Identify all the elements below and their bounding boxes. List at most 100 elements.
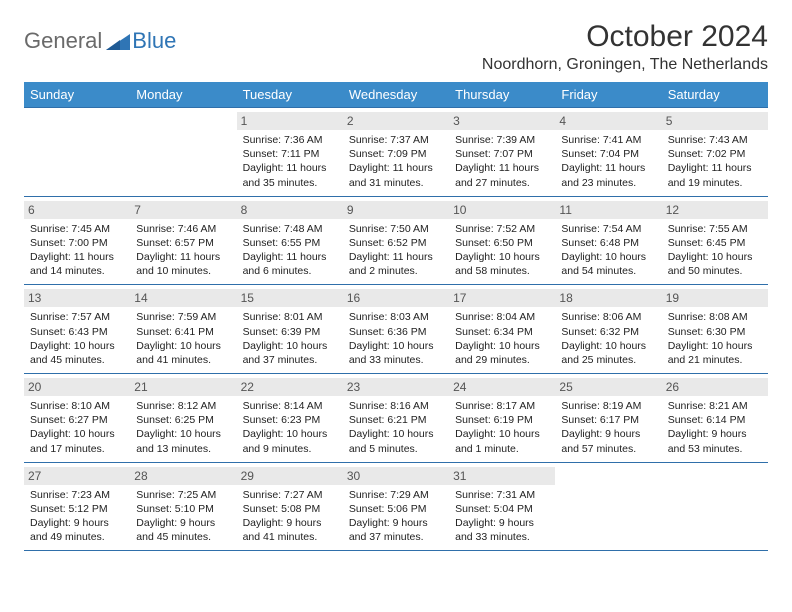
sunrise-text: Sunrise: 8:10 AM: [30, 399, 124, 413]
day-info: Sunrise: 7:36 AMSunset: 7:11 PMDaylight:…: [243, 133, 337, 190]
sunset-text: Sunset: 7:11 PM: [243, 147, 337, 161]
day-number: 10: [449, 201, 555, 219]
day-cell: 21Sunrise: 8:12 AMSunset: 6:25 PMDayligh…: [130, 373, 236, 462]
day-info: Sunrise: 7:27 AMSunset: 5:08 PMDaylight:…: [243, 488, 337, 545]
sunrise-text: Sunrise: 7:57 AM: [30, 310, 124, 324]
daylight-text: Daylight: 9 hours and 45 minutes.: [136, 516, 230, 544]
sunrise-text: Sunrise: 7:37 AM: [349, 133, 443, 147]
day-cell: 20Sunrise: 8:10 AMSunset: 6:27 PMDayligh…: [24, 373, 130, 462]
day-number: 26: [662, 378, 768, 396]
sunrise-text: Sunrise: 7:48 AM: [243, 222, 337, 236]
sunrise-text: Sunrise: 7:45 AM: [30, 222, 124, 236]
month-title: October 2024: [482, 20, 768, 54]
sunset-text: Sunset: 5:12 PM: [30, 502, 124, 516]
day-cell: 23Sunrise: 8:16 AMSunset: 6:21 PMDayligh…: [343, 373, 449, 462]
day-cell: 12Sunrise: 7:55 AMSunset: 6:45 PMDayligh…: [662, 196, 768, 285]
sunset-text: Sunset: 6:36 PM: [349, 325, 443, 339]
day-info: Sunrise: 7:45 AMSunset: 7:00 PMDaylight:…: [30, 222, 124, 279]
day-number: 9: [343, 201, 449, 219]
day-number: 24: [449, 378, 555, 396]
day-info: Sunrise: 7:57 AMSunset: 6:43 PMDaylight:…: [30, 310, 124, 367]
sunrise-text: Sunrise: 8:08 AM: [668, 310, 762, 324]
sunset-text: Sunset: 6:34 PM: [455, 325, 549, 339]
sunrise-text: Sunrise: 7:31 AM: [455, 488, 549, 502]
sunset-text: Sunset: 6:21 PM: [349, 413, 443, 427]
daylight-text: Daylight: 9 hours and 57 minutes.: [561, 427, 655, 455]
sunrise-text: Sunrise: 7:25 AM: [136, 488, 230, 502]
day-cell: 13 Sunrise: 7:57 AMSunset: 6:43 PMDayligh…: [24, 284, 130, 373]
day-number: 25: [555, 378, 661, 396]
sunrise-text: Sunrise: 7:27 AM: [243, 488, 337, 502]
sunset-text: Sunset: 6:57 PM: [136, 236, 230, 250]
day-info: Sunrise: 8:01 AMSunset: 6:39 PMDaylight:…: [243, 310, 337, 367]
day-info: Sunrise: 8:12 AMSunset: 6:25 PMDaylight:…: [136, 399, 230, 456]
day-number: 13: [24, 289, 130, 307]
bottom-rule: [24, 550, 768, 551]
day-number: 4: [555, 112, 661, 130]
day-number: 11: [555, 201, 661, 219]
sunset-text: Sunset: 6:39 PM: [243, 325, 337, 339]
sunrise-text: Sunrise: 8:14 AM: [243, 399, 337, 413]
day-info: Sunrise: 7:31 AMSunset: 5:04 PMDaylight:…: [455, 488, 549, 545]
sunset-text: Sunset: 7:02 PM: [668, 147, 762, 161]
day-cell: 16Sunrise: 8:03 AMSunset: 6:36 PMDayligh…: [343, 284, 449, 373]
daylight-text: Daylight: 10 hours and 33 minutes.: [349, 339, 443, 367]
sunset-text: Sunset: 6:14 PM: [668, 413, 762, 427]
day-cell: 7Sunrise: 7:46 AMSunset: 6:57 PMDaylight…: [130, 196, 236, 285]
day-info: Sunrise: 7:41 AMSunset: 7:04 PMDaylight:…: [561, 133, 655, 190]
sunset-text: Sunset: 6:52 PM: [349, 236, 443, 250]
day-number: 15: [237, 289, 343, 307]
week-row: 20Sunrise: 8:10 AMSunset: 6:27 PMDayligh…: [24, 373, 768, 462]
sunset-text: Sunset: 6:50 PM: [455, 236, 549, 250]
day-cell: 3 Sunrise: 7:39 AMSunset: 7:07 PMDaylight…: [449, 107, 555, 196]
daylight-text: Daylight: 10 hours and 50 minutes.: [668, 250, 762, 278]
title-block: October 2024 Noordhorn, Groningen, The N…: [482, 20, 768, 74]
sunrise-text: Sunrise: 7:36 AM: [243, 133, 337, 147]
sunset-text: Sunset: 5:04 PM: [455, 502, 549, 516]
week-row: 27Sunrise: 7:23 AMSunset: 5:12 PMDayligh…: [24, 462, 768, 551]
day-info: Sunrise: 7:54 AMSunset: 6:48 PMDaylight:…: [561, 222, 655, 279]
day-header: Thursday: [449, 82, 555, 107]
header: General Blue October 2024 Noordhorn, Gro…: [24, 20, 768, 74]
day-cell: 4 Sunrise: 7:41 AMSunset: 7:04 PMDaylight…: [555, 107, 661, 196]
sunrise-text: Sunrise: 8:03 AM: [349, 310, 443, 324]
day-number: 31: [449, 467, 555, 485]
day-header: Sunday: [24, 82, 130, 107]
sunrise-text: Sunrise: 8:16 AM: [349, 399, 443, 413]
logo: General Blue: [24, 28, 176, 54]
sunrise-text: Sunrise: 7:23 AM: [30, 488, 124, 502]
sunrise-text: Sunrise: 7:46 AM: [136, 222, 230, 236]
daylight-text: Daylight: 10 hours and 41 minutes.: [136, 339, 230, 367]
daylight-text: Daylight: 9 hours and 37 minutes.: [349, 516, 443, 544]
daylight-text: Daylight: 11 hours and 23 minutes.: [561, 161, 655, 189]
day-number: 29: [237, 467, 343, 485]
sunset-text: Sunset: 6:23 PM: [243, 413, 337, 427]
sunrise-text: Sunrise: 8:04 AM: [455, 310, 549, 324]
sunrise-text: Sunrise: 8:17 AM: [455, 399, 549, 413]
daylight-text: Daylight: 10 hours and 1 minute.: [455, 427, 549, 455]
daylight-text: Daylight: 11 hours and 6 minutes.: [243, 250, 337, 278]
sunset-text: Sunset: 6:55 PM: [243, 236, 337, 250]
day-cell: 6 Sunrise: 7:45 AMSunset: 7:00 PMDaylight…: [24, 196, 130, 285]
day-number: 6: [24, 201, 130, 219]
day-cell: 26Sunrise: 8:21 AMSunset: 6:14 PMDayligh…: [662, 373, 768, 462]
day-info: Sunrise: 7:39 AMSunset: 7:07 PMDaylight:…: [455, 133, 549, 190]
daylight-text: Daylight: 10 hours and 29 minutes.: [455, 339, 549, 367]
sunset-text: Sunset: 6:27 PM: [30, 413, 124, 427]
day-cell: 22Sunrise: 8:14 AMSunset: 6:23 PMDayligh…: [237, 373, 343, 462]
day-info: Sunrise: 7:25 AMSunset: 5:10 PMDaylight:…: [136, 488, 230, 545]
daylight-text: Daylight: 11 hours and 31 minutes.: [349, 161, 443, 189]
sunset-text: Sunset: 7:00 PM: [30, 236, 124, 250]
daylight-text: Daylight: 10 hours and 25 minutes.: [561, 339, 655, 367]
sunset-text: Sunset: 6:19 PM: [455, 413, 549, 427]
day-number: 19: [662, 289, 768, 307]
daylight-text: Daylight: 10 hours and 17 minutes.: [30, 427, 124, 455]
day-number: 3: [449, 112, 555, 130]
day-info: Sunrise: 8:17 AMSunset: 6:19 PMDaylight:…: [455, 399, 549, 456]
sunrise-text: Sunrise: 7:52 AM: [455, 222, 549, 236]
week-row: 1Sunrise: 7:36 AMSunset: 7:11 PMDaylight…: [24, 107, 768, 196]
day-cell: 28Sunrise: 7:25 AMSunset: 5:10 PMDayligh…: [130, 462, 236, 551]
sunrise-text: Sunrise: 8:19 AM: [561, 399, 655, 413]
day-info: Sunrise: 8:08 AMSunset: 6:30 PMDaylight:…: [668, 310, 762, 367]
daylight-text: Daylight: 11 hours and 35 minutes.: [243, 161, 337, 189]
